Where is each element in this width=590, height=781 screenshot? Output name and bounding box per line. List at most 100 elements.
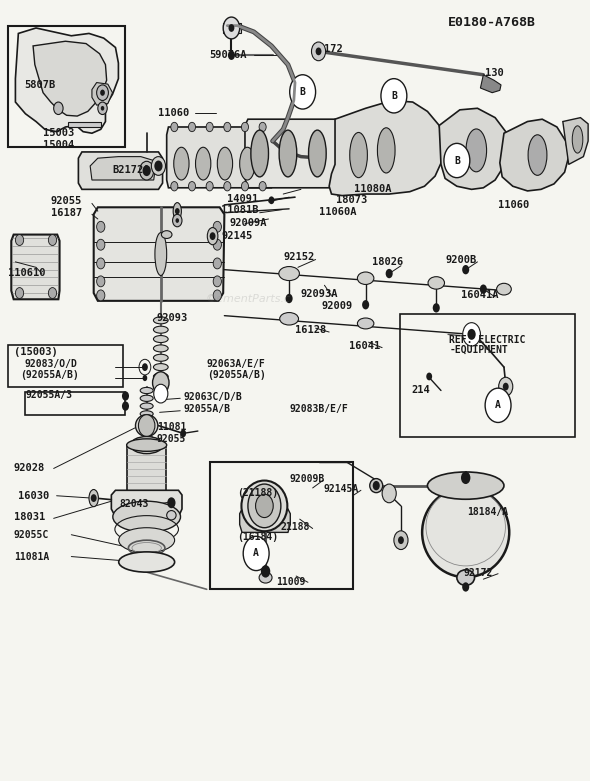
Text: 11080A: 11080A	[354, 184, 391, 194]
Polygon shape	[169, 141, 195, 186]
Text: A: A	[253, 548, 259, 558]
Circle shape	[467, 329, 476, 340]
Ellipse shape	[241, 480, 287, 531]
Ellipse shape	[358, 272, 374, 284]
Circle shape	[97, 258, 105, 269]
Text: 82043: 82043	[120, 499, 149, 509]
Text: 92028: 92028	[14, 463, 45, 473]
Ellipse shape	[309, 130, 326, 177]
Circle shape	[286, 294, 293, 303]
Text: 92055: 92055	[51, 196, 82, 206]
Text: 92093: 92093	[157, 313, 188, 323]
Polygon shape	[439, 109, 508, 189]
Ellipse shape	[497, 284, 512, 295]
Circle shape	[168, 497, 175, 508]
Circle shape	[153, 372, 169, 394]
Circle shape	[142, 363, 148, 371]
Text: 92145: 92145	[221, 231, 253, 241]
Ellipse shape	[466, 129, 487, 172]
Circle shape	[213, 258, 221, 269]
Ellipse shape	[140, 387, 153, 394]
Circle shape	[48, 287, 57, 298]
Text: 92009B: 92009B	[289, 473, 325, 483]
Circle shape	[394, 531, 408, 550]
Text: B: B	[454, 155, 460, 166]
Circle shape	[180, 430, 186, 437]
Ellipse shape	[259, 572, 272, 583]
Ellipse shape	[113, 501, 181, 533]
Text: (15003): (15003)	[14, 348, 57, 357]
Text: 16030: 16030	[18, 490, 50, 501]
Text: (16184): (16184)	[237, 532, 278, 542]
Circle shape	[223, 17, 240, 39]
Circle shape	[224, 181, 231, 191]
Text: 92152: 92152	[283, 252, 314, 262]
Ellipse shape	[136, 415, 158, 437]
Text: 92055A/B: 92055A/B	[183, 405, 230, 414]
Text: 11060A: 11060A	[319, 207, 356, 217]
Ellipse shape	[280, 312, 299, 325]
Ellipse shape	[173, 148, 189, 180]
Text: 11060: 11060	[499, 200, 530, 210]
Ellipse shape	[127, 439, 167, 451]
Circle shape	[15, 234, 24, 245]
Ellipse shape	[528, 135, 547, 175]
Ellipse shape	[251, 130, 268, 177]
Text: (92055A/B): (92055A/B)	[20, 370, 79, 380]
Polygon shape	[223, 23, 241, 34]
Text: (92055A/B): (92055A/B)	[206, 370, 266, 380]
Ellipse shape	[140, 395, 153, 401]
Text: 14091: 14091	[227, 194, 258, 205]
Circle shape	[259, 181, 266, 191]
Circle shape	[154, 384, 168, 403]
Ellipse shape	[153, 317, 168, 324]
Ellipse shape	[457, 570, 474, 586]
Circle shape	[316, 48, 322, 55]
Circle shape	[224, 123, 231, 132]
Text: 110610: 110610	[8, 268, 46, 278]
Circle shape	[98, 102, 107, 115]
Ellipse shape	[119, 528, 175, 553]
Polygon shape	[235, 141, 261, 186]
Ellipse shape	[279, 130, 297, 177]
Circle shape	[290, 75, 316, 109]
Circle shape	[188, 123, 195, 132]
Text: 5807B: 5807B	[24, 80, 55, 90]
Ellipse shape	[162, 230, 172, 238]
Text: 11009: 11009	[276, 577, 306, 587]
Text: 16128: 16128	[295, 326, 326, 336]
Circle shape	[485, 388, 511, 423]
Text: 92063C/D/B: 92063C/D/B	[183, 392, 242, 401]
Circle shape	[461, 472, 470, 484]
Ellipse shape	[422, 487, 509, 577]
Text: 172: 172	[324, 44, 343, 54]
Circle shape	[175, 208, 179, 214]
Ellipse shape	[153, 364, 168, 371]
Text: 18073: 18073	[336, 195, 368, 205]
Text: 92083B/E/F: 92083B/E/F	[289, 405, 348, 414]
Text: E0180-A768B: E0180-A768B	[448, 16, 536, 29]
Ellipse shape	[217, 148, 232, 180]
Text: (21188): (21188)	[237, 488, 278, 498]
Bar	[8, 345, 123, 387]
Polygon shape	[11, 234, 60, 299]
Circle shape	[91, 494, 97, 502]
Circle shape	[312, 42, 326, 61]
Polygon shape	[90, 157, 155, 180]
Text: 92063A/E/F: 92063A/E/F	[206, 359, 266, 369]
Ellipse shape	[153, 336, 168, 343]
Text: 18184/A: 18184/A	[467, 507, 508, 517]
Text: B2172A: B2172A	[113, 165, 150, 175]
Text: 92093A: 92093A	[301, 289, 339, 299]
Circle shape	[48, 234, 57, 245]
Text: 16041: 16041	[349, 341, 381, 351]
Text: 92009: 92009	[322, 301, 353, 311]
Circle shape	[100, 90, 105, 96]
Text: 92172: 92172	[464, 568, 493, 578]
Circle shape	[213, 276, 221, 287]
Circle shape	[171, 123, 178, 132]
Circle shape	[444, 144, 470, 177]
Circle shape	[373, 481, 380, 490]
Ellipse shape	[572, 126, 583, 153]
Text: 11060: 11060	[159, 108, 190, 118]
